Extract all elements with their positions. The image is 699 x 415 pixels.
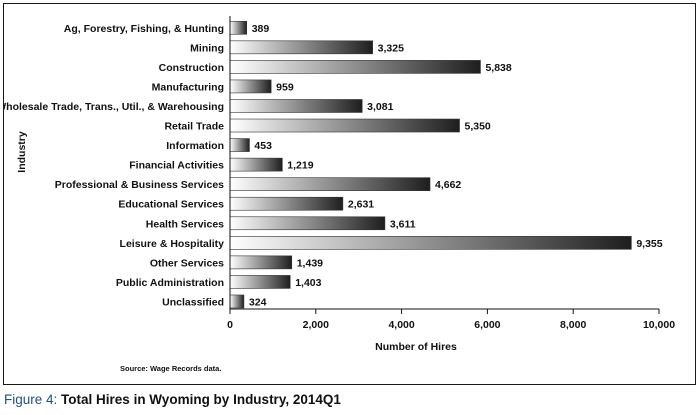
x-tick-label: 6,000 [474,319,500,331]
bar [229,138,250,152]
category-label: Manufacturing [152,81,224,93]
bar [229,99,363,113]
bar [229,60,481,74]
value-label: 389 [252,23,270,35]
bar [229,216,386,231]
bar [229,255,293,270]
value-label: 5,838 [485,62,511,74]
bar [229,40,373,55]
x-tick-label: 4,000 [388,319,414,331]
bar [229,294,245,309]
category-label: Public Administration [116,277,224,289]
value-label: 1,403 [295,277,321,289]
value-label: 3,081 [367,101,393,113]
value-label: 1,439 [297,257,323,269]
value-label: 5,350 [465,121,491,133]
category-label: Retail Trade [164,121,224,133]
value-label: 3,611 [390,218,416,230]
x-tick-label: 8,000 [560,319,586,331]
category-label: Unclassified [162,296,224,308]
x-tick-label: 2,000 [303,319,329,331]
category-label: Wholesale Trade, Trans., Util., & Wareho… [4,101,224,113]
x-tick-label: 0 [227,319,233,331]
chart-frame: Industry Number of Hires Ag, Forestry, F… [3,3,696,385]
category-label: Professional & Business Services [55,179,224,191]
bar [229,196,344,211]
y-axis-title: Industry [16,131,28,173]
category-label: Mining [190,42,224,54]
figure-title: Total Hires in Wyoming by Industry, 2014… [61,392,341,407]
value-label: 4,662 [435,179,461,191]
bar [229,118,460,133]
value-label: 2,631 [348,199,374,211]
category-label: Construction [159,62,224,74]
category-label: Information [166,140,224,152]
value-label: 959 [276,81,294,93]
category-label: Educational Services [118,199,224,211]
value-label: 324 [249,296,267,308]
x-tick-label: 10,000 [643,319,675,331]
category-label: Ag, Forestry, Fishing, & Hunting [64,23,224,35]
bar [229,20,247,35]
bar [229,236,632,250]
value-label: 3,325 [378,42,404,54]
source-note: Source: Wage Records data. [120,364,222,373]
figure-caption: Figure 4: Total Hires in Wyoming by Indu… [4,392,341,407]
category-label: Financial Activities [129,160,224,172]
bar [229,157,283,172]
category-label: Leisure & Hospitality [120,238,225,250]
category-label: Other Services [150,257,224,269]
bar [229,177,431,191]
bar [229,79,272,94]
value-label: 453 [254,140,272,152]
value-label: 1,219 [287,160,313,172]
x-axis-title: Number of Hires [375,341,457,353]
figure-label: Figure 4: [4,392,58,407]
bar-chart: Industry Number of Hires Ag, Forestry, F… [4,16,675,353]
category-label: Health Services [146,218,224,230]
value-label: 9,355 [636,238,662,250]
bar [229,275,291,289]
